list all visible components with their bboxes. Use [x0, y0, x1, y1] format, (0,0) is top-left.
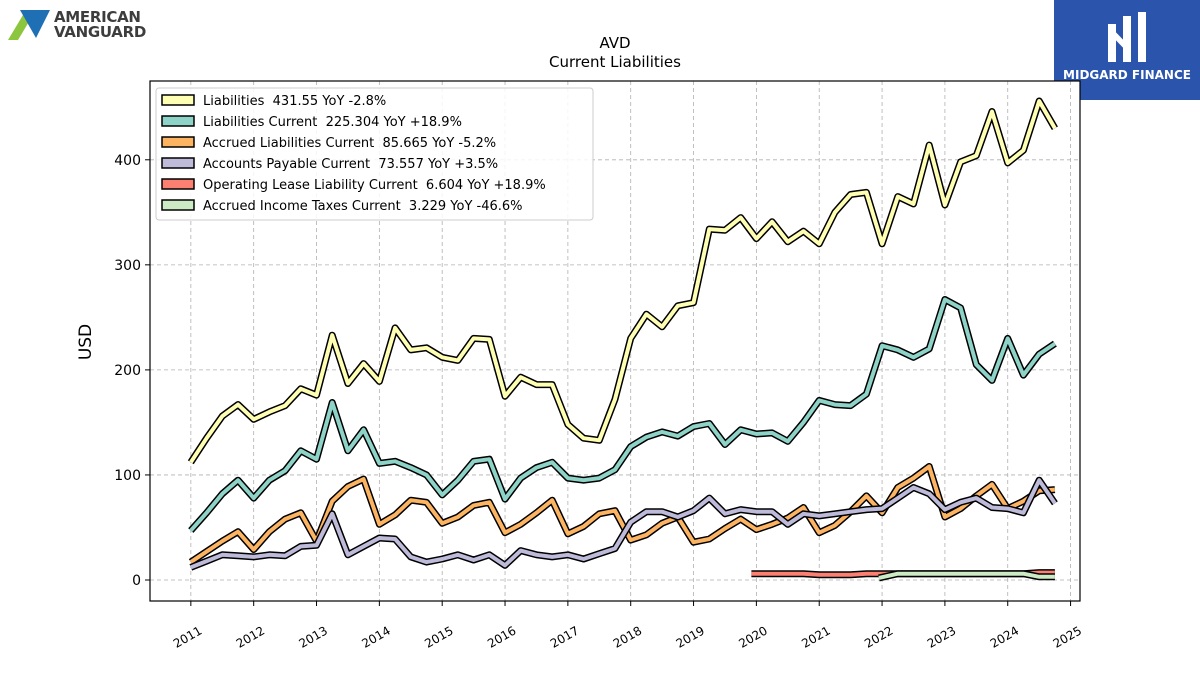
- legend-swatch-liabilities-current: [161, 115, 195, 127]
- y-tick-label: 200: [114, 363, 141, 379]
- legend-label-liabilities-current: Liabilities Current 225.304 YoY +18.9%: [203, 115, 462, 130]
- logo-line-2: VANGUARD: [54, 23, 146, 41]
- legend-swatch-accrued-income-taxes-current: [161, 199, 195, 211]
- x-tick-label: 2014: [359, 623, 392, 650]
- logo-line-1: AMERICAN: [54, 8, 141, 26]
- x-tick-label: 2020: [736, 623, 769, 650]
- legend-label-accrued-liabilities-current: Accrued Liabilities Current 85.665 YoY -…: [203, 136, 496, 151]
- legend: Liabilities 431.55 YoY -2.8% Liabilities …: [155, 87, 594, 221]
- liabilities-current-line: [189, 297, 1057, 532]
- x-tick-label: 2025: [1051, 623, 1084, 650]
- midgard-finance-label: MIDGARD FINANCE: [1063, 68, 1191, 82]
- x-tick-label: 2015: [422, 623, 455, 650]
- chart-subtitle: Current Liabilities: [549, 53, 681, 71]
- accrued-income-taxes-current-line: [878, 571, 1055, 580]
- accounts-payable-current-line: [190, 478, 1057, 570]
- y-ticks: 0 100 200 300 400: [114, 153, 150, 589]
- legend-label-liabilities: Liabilities 431.55 YoY -2.8%: [203, 94, 386, 109]
- x-tick-label: 2013: [297, 623, 330, 650]
- legend-label-operating-lease-liability-current: Operating Lease Liability Current 6.604 …: [203, 178, 546, 193]
- y-tick-label: 400: [114, 153, 141, 169]
- vanguard-chevron-icon: [8, 10, 50, 40]
- plot-frame: [149, 80, 1081, 602]
- liabilities-line: [189, 99, 1057, 464]
- x-tick-label: 2011: [171, 623, 204, 650]
- legend-label-accrued-income-taxes-current: Accrued Income Taxes Current 3.229 YoY -…: [203, 199, 523, 214]
- x-tick-label: 2024: [988, 623, 1021, 650]
- legend-box: [155, 87, 594, 221]
- legend-swatch-operating-lease-liability-current: [161, 178, 195, 190]
- x-tick-label: 2017: [548, 623, 581, 650]
- x-tick-label: 2023: [925, 623, 958, 650]
- y-tick-label: 0: [132, 573, 141, 589]
- x-tick-label: 2022: [862, 623, 895, 650]
- legend-swatch-liabilities: [161, 94, 195, 106]
- x-tick-label: 2019: [674, 623, 707, 650]
- x-tick-label: 2016: [485, 623, 518, 650]
- x-ticks: 2011 2012 2013 2014 2015 2016 2017 2018 2019 2020…: [171, 601, 1084, 651]
- series-lines: [187, 97, 1058, 582]
- legend-swatch-accounts-payable-current: [161, 157, 195, 169]
- x-tick-label: 2018: [611, 623, 644, 650]
- x-tick-label: 2021: [799, 623, 832, 650]
- y-tick-label: 300: [114, 258, 141, 274]
- x-tick-label: 2012: [234, 623, 267, 650]
- midgard-monogram-icon: [1108, 12, 1146, 62]
- american-vanguard-logo: AMERICAN VANGUARD: [6, 8, 166, 44]
- y-tick-label: 100: [114, 468, 141, 484]
- legend-label-accounts-payable-current: Accounts Payable Current 73.557 YoY +3.5…: [203, 157, 498, 172]
- y-axis-label: USD: [76, 324, 96, 360]
- legend-swatch-accrued-liabilities-current: [161, 136, 195, 148]
- chart-title: AVD: [599, 34, 630, 52]
- accrued-liabilities-current-line: [189, 464, 1056, 564]
